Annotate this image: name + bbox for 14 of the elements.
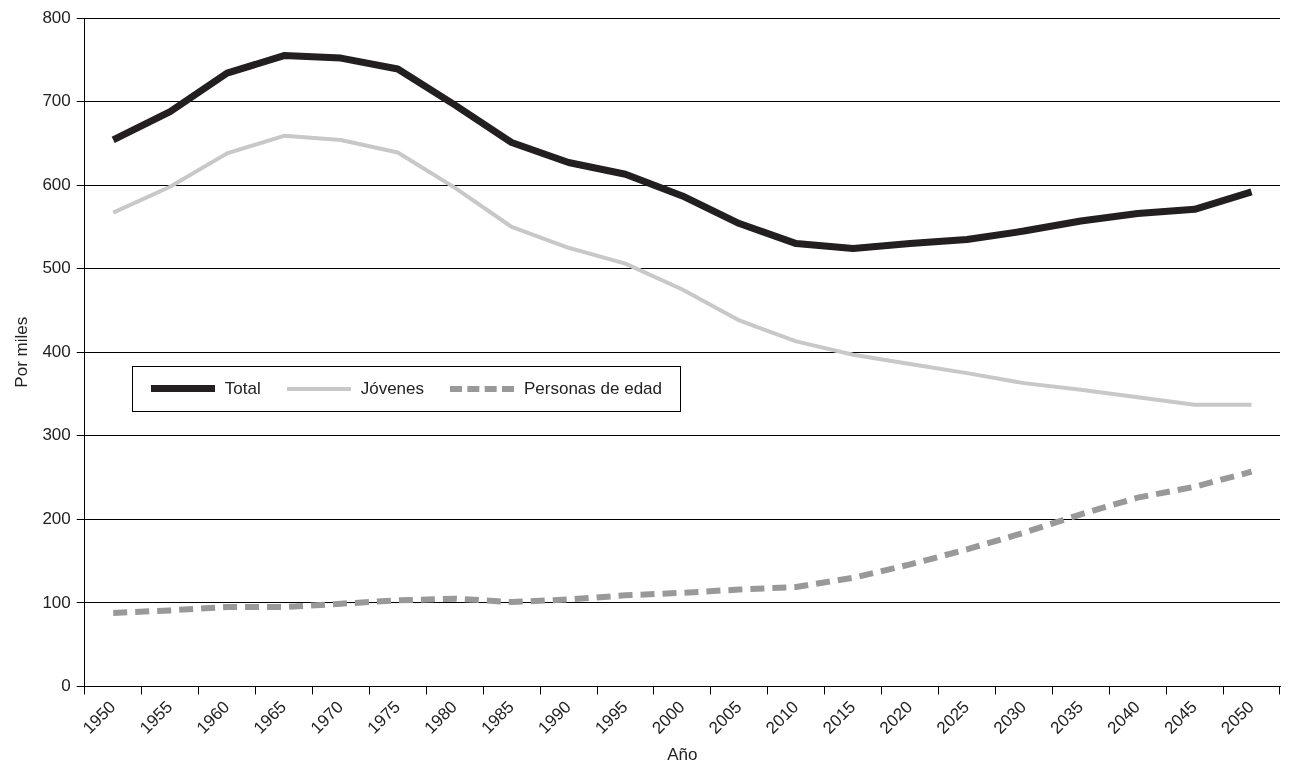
y-tick-label: 700 (42, 91, 71, 111)
y-tick-label: 300 (42, 425, 71, 445)
y-tick-label: 500 (42, 258, 71, 278)
y-tick-label: 200 (42, 509, 71, 529)
y-tick-label: 0 (61, 676, 71, 696)
legend-label: Total (224, 378, 261, 399)
y-tick-label: 400 (42, 341, 71, 361)
x-axis-title: Año (667, 745, 698, 765)
legend-label: Jóvenes (360, 378, 424, 399)
y-tick-label: 600 (42, 174, 71, 194)
y-axis-title: Por miles (11, 316, 31, 388)
y-tick-label: 800 (42, 7, 71, 27)
legend-label: Personas de edad (524, 378, 662, 399)
y-tick-label: 100 (42, 592, 71, 612)
